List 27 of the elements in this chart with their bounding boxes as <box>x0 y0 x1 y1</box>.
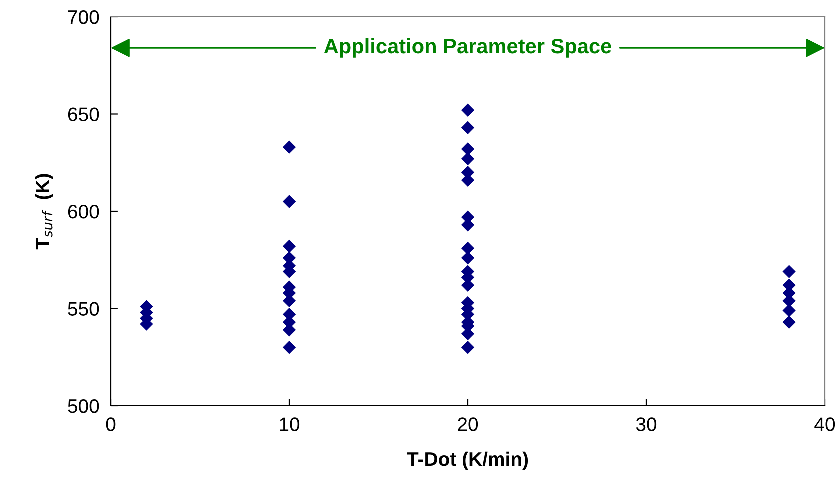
x-tick-label: 0 <box>106 418 116 432</box>
y-tick-label: 600 <box>68 204 100 219</box>
point <box>461 341 475 354</box>
point <box>461 242 475 256</box>
point <box>282 240 296 254</box>
point <box>461 121 475 134</box>
point <box>461 152 475 166</box>
y-tick-label: 500 <box>68 399 100 414</box>
point <box>782 304 796 318</box>
x-tick-label: 20 <box>458 418 478 432</box>
y-tick-label: 700 <box>68 10 100 24</box>
y-tick-label: 650 <box>68 108 100 122</box>
point <box>282 195 296 208</box>
annotation: Application Parameter Space <box>324 38 612 58</box>
point <box>282 341 296 354</box>
point <box>461 252 475 265</box>
point <box>782 316 796 329</box>
y-axis-title: T$_{surf}$ (K) <box>35 174 54 250</box>
x-tick-label: 10 <box>280 418 300 432</box>
x-tick-label: 30 <box>636 418 657 432</box>
point <box>461 142 475 156</box>
x-axis-title: T-Dot (K/min) <box>407 452 528 470</box>
y-tick-label: 550 <box>68 302 100 316</box>
point <box>461 104 475 117</box>
x-tick-label: 40 <box>814 418 836 432</box>
point <box>282 140 296 154</box>
point <box>782 265 796 278</box>
